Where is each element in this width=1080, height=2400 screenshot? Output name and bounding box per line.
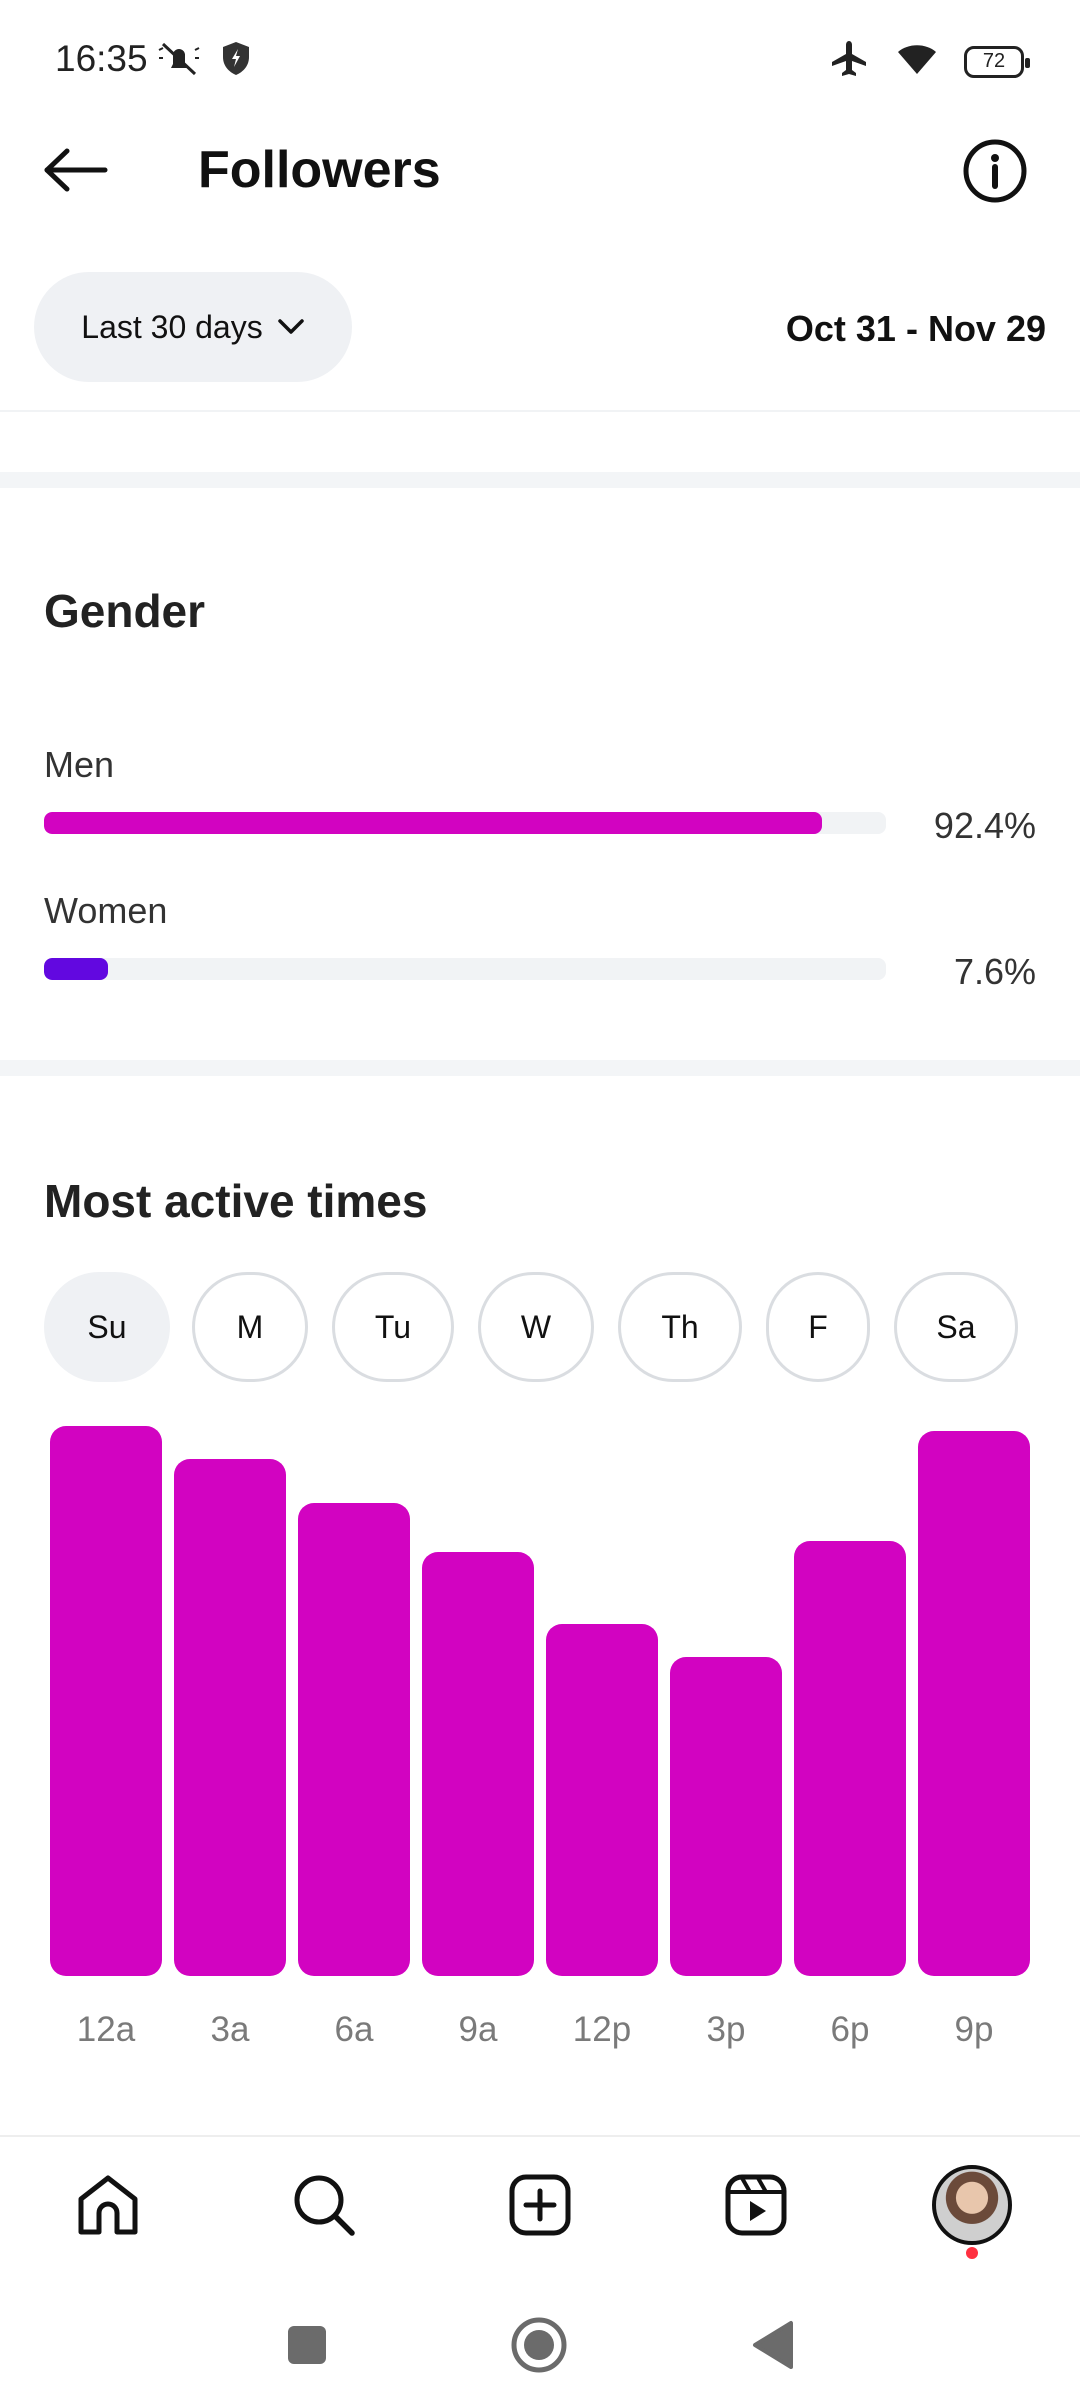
chart-xlabel-12p: 12p: [572, 2010, 632, 2049]
gender-value-women: 7.6%: [953, 951, 1036, 992]
battery-level: 72: [982, 50, 1006, 72]
status-bar: 16:35 72: [0, 0, 1080, 120]
back-button[interactable]: [36, 138, 116, 202]
date-range-text: Oct 31 - Nov 29: [785, 308, 1046, 349]
chart-bar-6p: [794, 1541, 906, 1976]
bottom-nav: [0, 2135, 1080, 2270]
info-button[interactable]: [962, 138, 1028, 204]
nav-search[interactable]: [284, 2165, 364, 2245]
chart-bar-12a: [50, 1426, 162, 1976]
gender-value-men: 92.4%: [933, 805, 1036, 846]
mute-icon: [155, 38, 203, 83]
day-tab-monday[interactable]: M: [192, 1272, 308, 1382]
gender-bar-women-fill: [44, 958, 108, 980]
info-icon: [963, 139, 1027, 203]
gender-bar-men: [44, 812, 886, 834]
filter-row: Last 30 days Oct 31 - Nov 29: [0, 272, 1080, 384]
arrow-left-icon: [44, 148, 108, 192]
nav-reels[interactable]: [716, 2165, 796, 2245]
chart-xlabel-9p: 9p: [954, 2010, 994, 2049]
nav-home[interactable]: [68, 2165, 148, 2245]
home-icon: [78, 2175, 138, 2235]
profile-avatar: [932, 2165, 1012, 2245]
nav-create[interactable]: [500, 2165, 580, 2245]
search-icon: [294, 2175, 355, 2236]
create-icon: [509, 2174, 571, 2236]
day-tab-friday[interactable]: F: [766, 1272, 870, 1382]
divider: [0, 410, 1080, 412]
chart-xlabel-6a: 6a: [334, 2010, 374, 2049]
chart-bar-12p: [546, 1624, 658, 1976]
gender-bar-women: [44, 958, 886, 980]
day-tab-saturday[interactable]: Sa: [894, 1272, 1018, 1382]
chart-bar-6a: [298, 1503, 410, 1976]
shield-icon: [219, 39, 253, 82]
notification-dot: [966, 2247, 978, 2259]
chart-bar-3a: [174, 1459, 286, 1976]
chart-xlabel-6p: 6p: [830, 2010, 870, 2049]
active-times-chart: 12a 3a 6a 9a 12p 3p 6p 9p: [0, 1420, 1080, 2060]
home-button[interactable]: [504, 2310, 574, 2380]
status-time: 16:35: [55, 38, 148, 79]
square-icon: [288, 2326, 326, 2364]
circle-icon: [511, 2317, 567, 2373]
day-tab-tuesday[interactable]: Tu: [332, 1272, 454, 1382]
status-icons-right: 72: [828, 38, 1030, 85]
chart-xlabel-12a: 12a: [76, 2010, 136, 2049]
chart-bar-9p: [918, 1431, 1030, 1976]
gender-title: Gender: [44, 585, 206, 637]
date-range-dropdown-label: Last 30 days: [81, 308, 263, 345]
page-title: Followers: [198, 141, 441, 199]
reels-icon: [725, 2174, 787, 2236]
chart-xlabel-9a: 9a: [458, 2010, 498, 2049]
gender-bar-men-fill: [44, 812, 822, 834]
day-tab-thursday[interactable]: Th: [618, 1272, 742, 1382]
date-range-dropdown[interactable]: Last 30 days: [34, 272, 352, 382]
battery-icon: 72: [964, 45, 1030, 78]
chart-bar-9a: [422, 1552, 534, 1976]
day-tab-wednesday[interactable]: W: [478, 1272, 594, 1382]
wifi-icon: [894, 40, 940, 83]
gender-label-women: Women: [44, 890, 168, 931]
system-nav-bar: [0, 2290, 1080, 2400]
chart-xlabel-3p: 3p: [706, 2010, 746, 2049]
day-selector: Su M Tu W Th F Sa: [0, 1272, 1080, 1382]
triangle-back-icon: [753, 2321, 793, 2369]
gender-label-men: Men: [44, 744, 115, 785]
recents-button[interactable]: [272, 2310, 342, 2380]
section-divider: [0, 1060, 1080, 1076]
back-button-system[interactable]: [738, 2310, 808, 2380]
chart-xlabel-3a: 3a: [210, 2010, 250, 2049]
day-tab-sunday[interactable]: Su: [44, 1272, 170, 1382]
status-icons-left: [155, 38, 253, 83]
chevron-down-icon: [277, 319, 304, 334]
nav-profile[interactable]: [932, 2165, 1012, 2259]
active-times-title: Most active times: [44, 1175, 428, 1227]
chart-bar-3p: [670, 1657, 782, 1976]
section-divider: [0, 472, 1080, 488]
airplane-icon: [828, 38, 870, 85]
app-header: Followers: [0, 120, 1080, 220]
